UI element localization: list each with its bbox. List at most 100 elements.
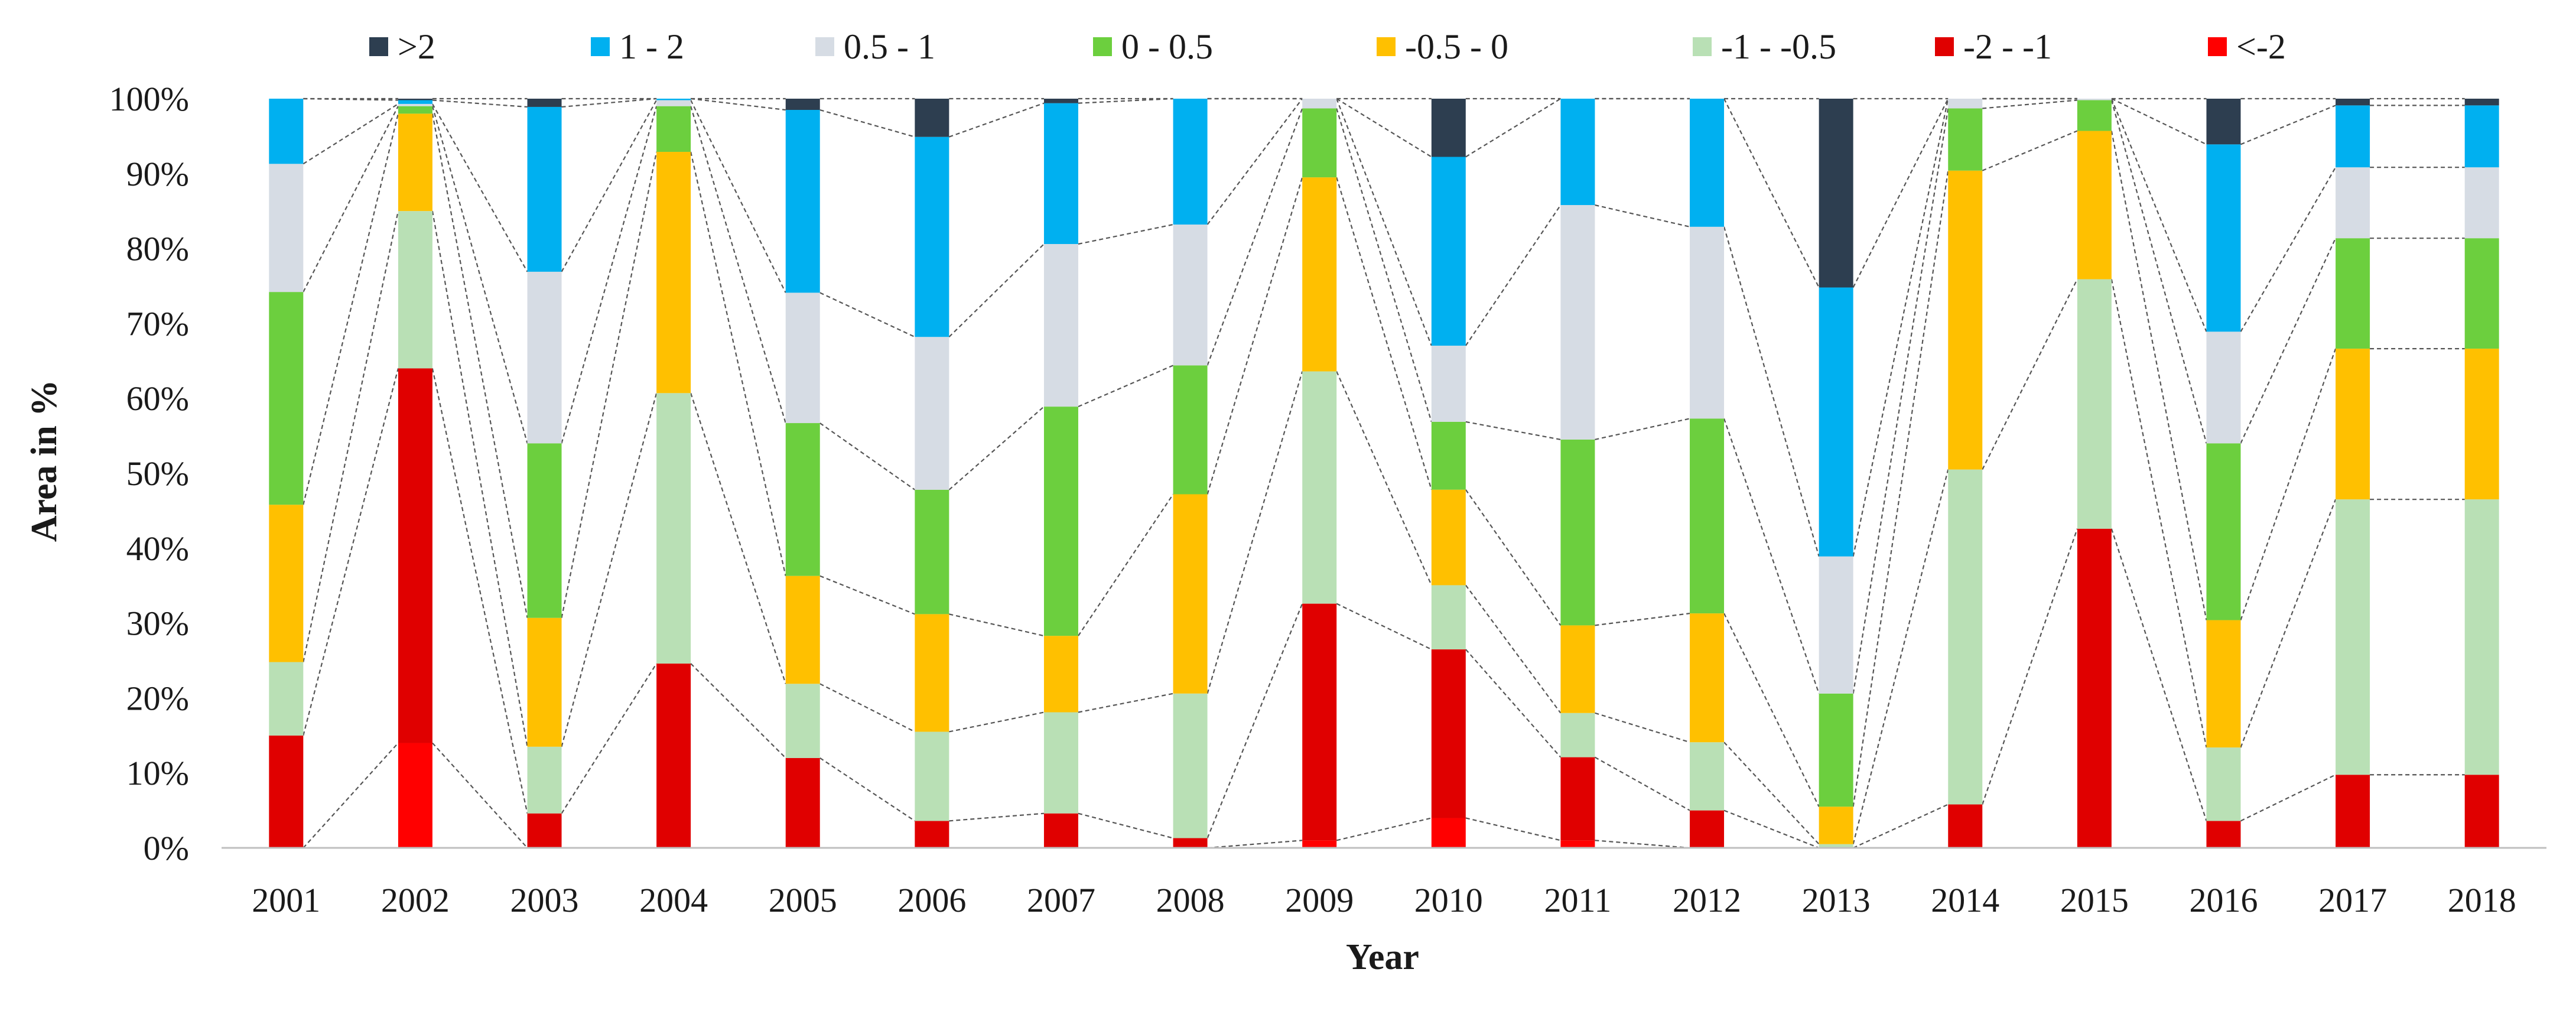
x-tick-label: 2011 [1544,881,1611,919]
bar-stack-2004 [656,99,691,848]
bar-segment [1173,494,1208,694]
bar-segment [1690,418,1725,614]
bar-segment [1302,99,1337,109]
bar-segment [1431,157,1466,346]
connector-line [561,663,658,814]
connector-line [1206,98,1303,225]
bar-segment [915,731,949,821]
connector-line [2110,100,2207,444]
connector-line [2240,105,2336,145]
connector-line [819,422,915,490]
bar-stack-2001 [269,99,304,848]
connector-line [1723,742,1820,845]
connector-line [1078,223,1173,245]
bar-segment [1690,742,1725,811]
connector-line [2240,348,2337,620]
connector-line [1336,98,1432,346]
y-tick-label: 70% [126,304,189,343]
bar-segment [1302,371,1337,604]
connector-line [431,211,528,747]
bar-segment [1302,108,1337,178]
bar-segment [1948,108,1983,171]
bar-segment [1948,804,1983,848]
bar-segment [1173,99,1208,225]
legend-item: -2 - -1 [1935,27,2052,66]
bar-segment [2464,499,2499,775]
x-tick-label: 2013 [1802,881,1871,919]
bar-segment [1819,807,1853,844]
connector-line [1078,812,1173,839]
bar-segment [2464,167,2499,239]
bar-segment [2336,775,2370,848]
connector-line [1982,130,2078,171]
bar-segment [1690,226,1725,419]
bar-segment [2206,620,2241,748]
connector-line [1206,177,1303,495]
y-tick-label: 20% [126,679,189,717]
y-tick-label: 40% [126,529,189,568]
y-tick-label: 10% [126,754,189,792]
bar-segment [1690,613,1725,743]
legend-swatch [1693,37,1712,56]
bar-segment [656,393,691,664]
y-tick-label: 100% [109,80,189,118]
bar-segment [1431,346,1466,422]
connector-line [1465,421,1561,441]
bar-segment [915,489,949,614]
bar-segment [2464,105,2499,168]
y-tick-labels: 0% 10% 20% 30% 40% 50% 60% 70% 80% 90% 100% [109,80,189,867]
bar-segment [1560,713,1595,757]
bar-segment [1043,712,1078,814]
connector-line [1336,817,1432,841]
x-tick-label: 2007 [1027,881,1095,919]
connector-line [1078,493,1174,636]
connector-line [1982,279,2078,470]
connector-line [1206,108,1303,366]
legend-item: 0 - 0.5 [1093,27,1213,66]
connector-line [691,97,786,111]
legend-item: -0.5 - 0 [1377,27,1508,66]
connector-line [1336,177,1432,490]
connector-line [2110,279,2207,748]
connector-line [431,106,528,444]
bar-segment [1560,757,1595,841]
connector-line [303,106,399,292]
connector-line [819,292,915,338]
bar-segment [785,292,820,424]
bar-stack-2011 [1560,99,1595,848]
bar-stack-2012 [1690,99,1725,848]
bar-segment [1173,225,1208,366]
bar-segment [2206,747,2241,821]
connector-line [948,406,1045,490]
connector-line [1078,692,1173,713]
legend-swatch [591,37,610,56]
bar-segment [398,743,432,848]
bar-segment [1560,625,1595,713]
bar-segment [1043,103,1078,244]
bar-segment [1431,585,1466,650]
bar-segment [2206,443,2241,620]
bar-segment [785,423,820,576]
bar-segment [2206,144,2241,332]
bar-segment [1819,99,1853,288]
legend-label: -1 - -0.5 [1721,27,1836,66]
bar-stack-2018 [2464,99,2499,848]
connector-line [431,113,528,618]
x-tick-label: 2014 [1931,881,1999,919]
bar-segment [915,99,949,137]
bar-segment [398,368,432,743]
legend-label: -2 - -1 [1963,27,2052,66]
bar-segment [1948,99,1983,109]
legend-item: <-2 [2208,27,2286,66]
connector-line [431,103,528,272]
bar-stack-2002 [398,99,432,848]
connector-line [819,575,915,615]
bar-segment [1690,99,1725,227]
connector-line [949,812,1045,822]
connector-line [1595,840,1690,849]
x-tick-label: 2017 [2318,881,2387,919]
bar-segment [2077,131,2112,279]
bar-segment [398,113,432,212]
legend-label: -0.5 - 0 [1405,27,1508,66]
bars-layer [269,99,2499,848]
